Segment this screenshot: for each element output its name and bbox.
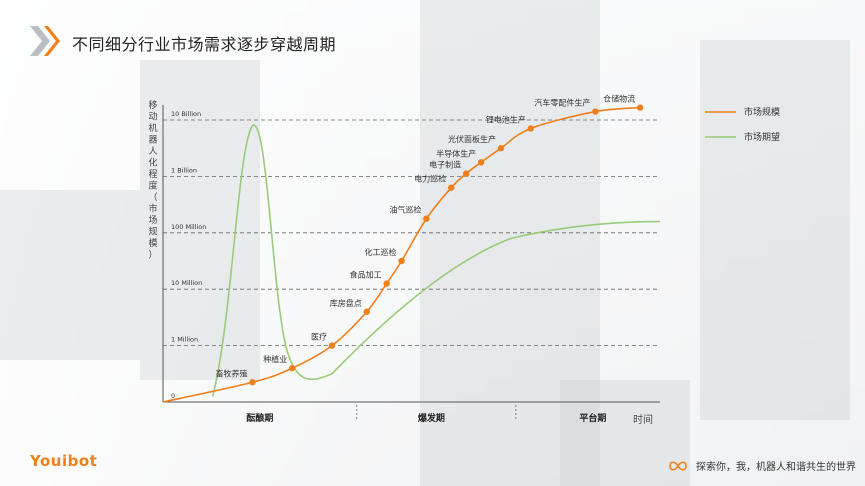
y-axis-label-char: 市 [148, 203, 157, 215]
y-axis-label-char: 程 [148, 169, 157, 180]
chart-axes [162, 105, 660, 403]
phase-label: 平台期 [579, 412, 606, 424]
y-axis-label-char: 机 [148, 122, 157, 134]
chart-grid: 0 1 Million 10 Million 100 Million 1 Billion… [163, 110, 660, 400]
data-point [592, 108, 599, 115]
data-label: 电力巡检 [414, 174, 446, 184]
data-label: 电子制造 [429, 160, 461, 170]
series-line-market-size [162, 106, 641, 403]
chart-legend: 市场规模 市场期望 [705, 106, 780, 143]
legend-label-market-size: 市场规模 [744, 106, 780, 118]
y-tick-label: 1 Million [171, 336, 198, 344]
data-label: 锂电池生产 [486, 114, 526, 124]
phase-label: 酝酿期 [246, 412, 273, 424]
data-point [477, 159, 485, 166]
y-axis-label-char: 人 [148, 146, 157, 157]
data-label: 油气巡检 [389, 205, 421, 215]
y-tick-label: 10 Million [171, 279, 202, 287]
y-tick-label: 0 [171, 392, 175, 400]
chevron-right-icon [30, 26, 60, 56]
data-label: 库房盘点 [330, 298, 362, 308]
data-label: 仓储物流 [603, 94, 635, 104]
data-point [462, 170, 470, 177]
data-point [328, 342, 336, 349]
y-axis-label-char: ） [148, 250, 157, 261]
y-tick-label: 10 Billion [171, 110, 201, 118]
y-axis-label-char: 化 [148, 157, 157, 169]
data-point [527, 125, 534, 132]
data-point [636, 104, 644, 111]
y-axis-label-char: 场 [148, 215, 157, 226]
data-label: 畜牧养殖 [215, 368, 247, 378]
y-axis-label-char: 规 [148, 227, 157, 238]
data-label: 汽车零配件生产 [534, 98, 590, 108]
y-axis-label-char: 模 [148, 238, 157, 249]
page-title: 不同细分行业市场需求逐步穿越周期 [72, 35, 337, 54]
y-axis-label-char: 器 [148, 135, 157, 146]
data-point [383, 280, 390, 287]
data-label: 化工巡检 [365, 247, 397, 257]
phase-label: 爆发期 [418, 412, 445, 424]
y-tick-label: 1 Billion [171, 166, 197, 174]
data-point [363, 308, 370, 315]
market-size-points: 畜牧养殖 种植业 医疗 库房盘点 食品加工 化工巡检 油气巡检 电力巡检 电子制造 半导体生产 光伏… [215, 94, 644, 386]
data-point [423, 215, 430, 222]
data-label: 半导体生产 [436, 148, 476, 158]
y-axis-label-char: 度 [148, 180, 157, 192]
data-point [448, 184, 455, 191]
data-label: 医疗 [311, 332, 327, 342]
y-axis-label-char: （ [148, 192, 157, 203]
infinity-icon [669, 460, 687, 471]
x-axis-label: 时间 [633, 413, 653, 426]
phase-labels: 酝酿期 爆发期 平台期 [246, 405, 606, 424]
data-point [497, 145, 505, 152]
y-tick-label: 100 Million [171, 223, 206, 231]
footer-slogan: 探索你，我，机器人和谐共生的世界 [668, 458, 856, 473]
data-label: 食品加工 [350, 270, 382, 280]
legend-label-market-expectation: 市场期望 [744, 131, 780, 143]
data-label: 种植业 [263, 354, 287, 364]
y-axis-label-char: 动 [148, 112, 157, 123]
data-point [249, 379, 256, 386]
data-label: 光伏面板生产 [448, 134, 496, 144]
data-point [289, 364, 296, 372]
brand-logo: Youibot [30, 452, 98, 470]
data-point [398, 257, 405, 265]
footer-slogan-text: 探索你，我，机器人和谐共生的世界 [696, 462, 856, 473]
y-axis-label-char: 移 [148, 99, 157, 111]
